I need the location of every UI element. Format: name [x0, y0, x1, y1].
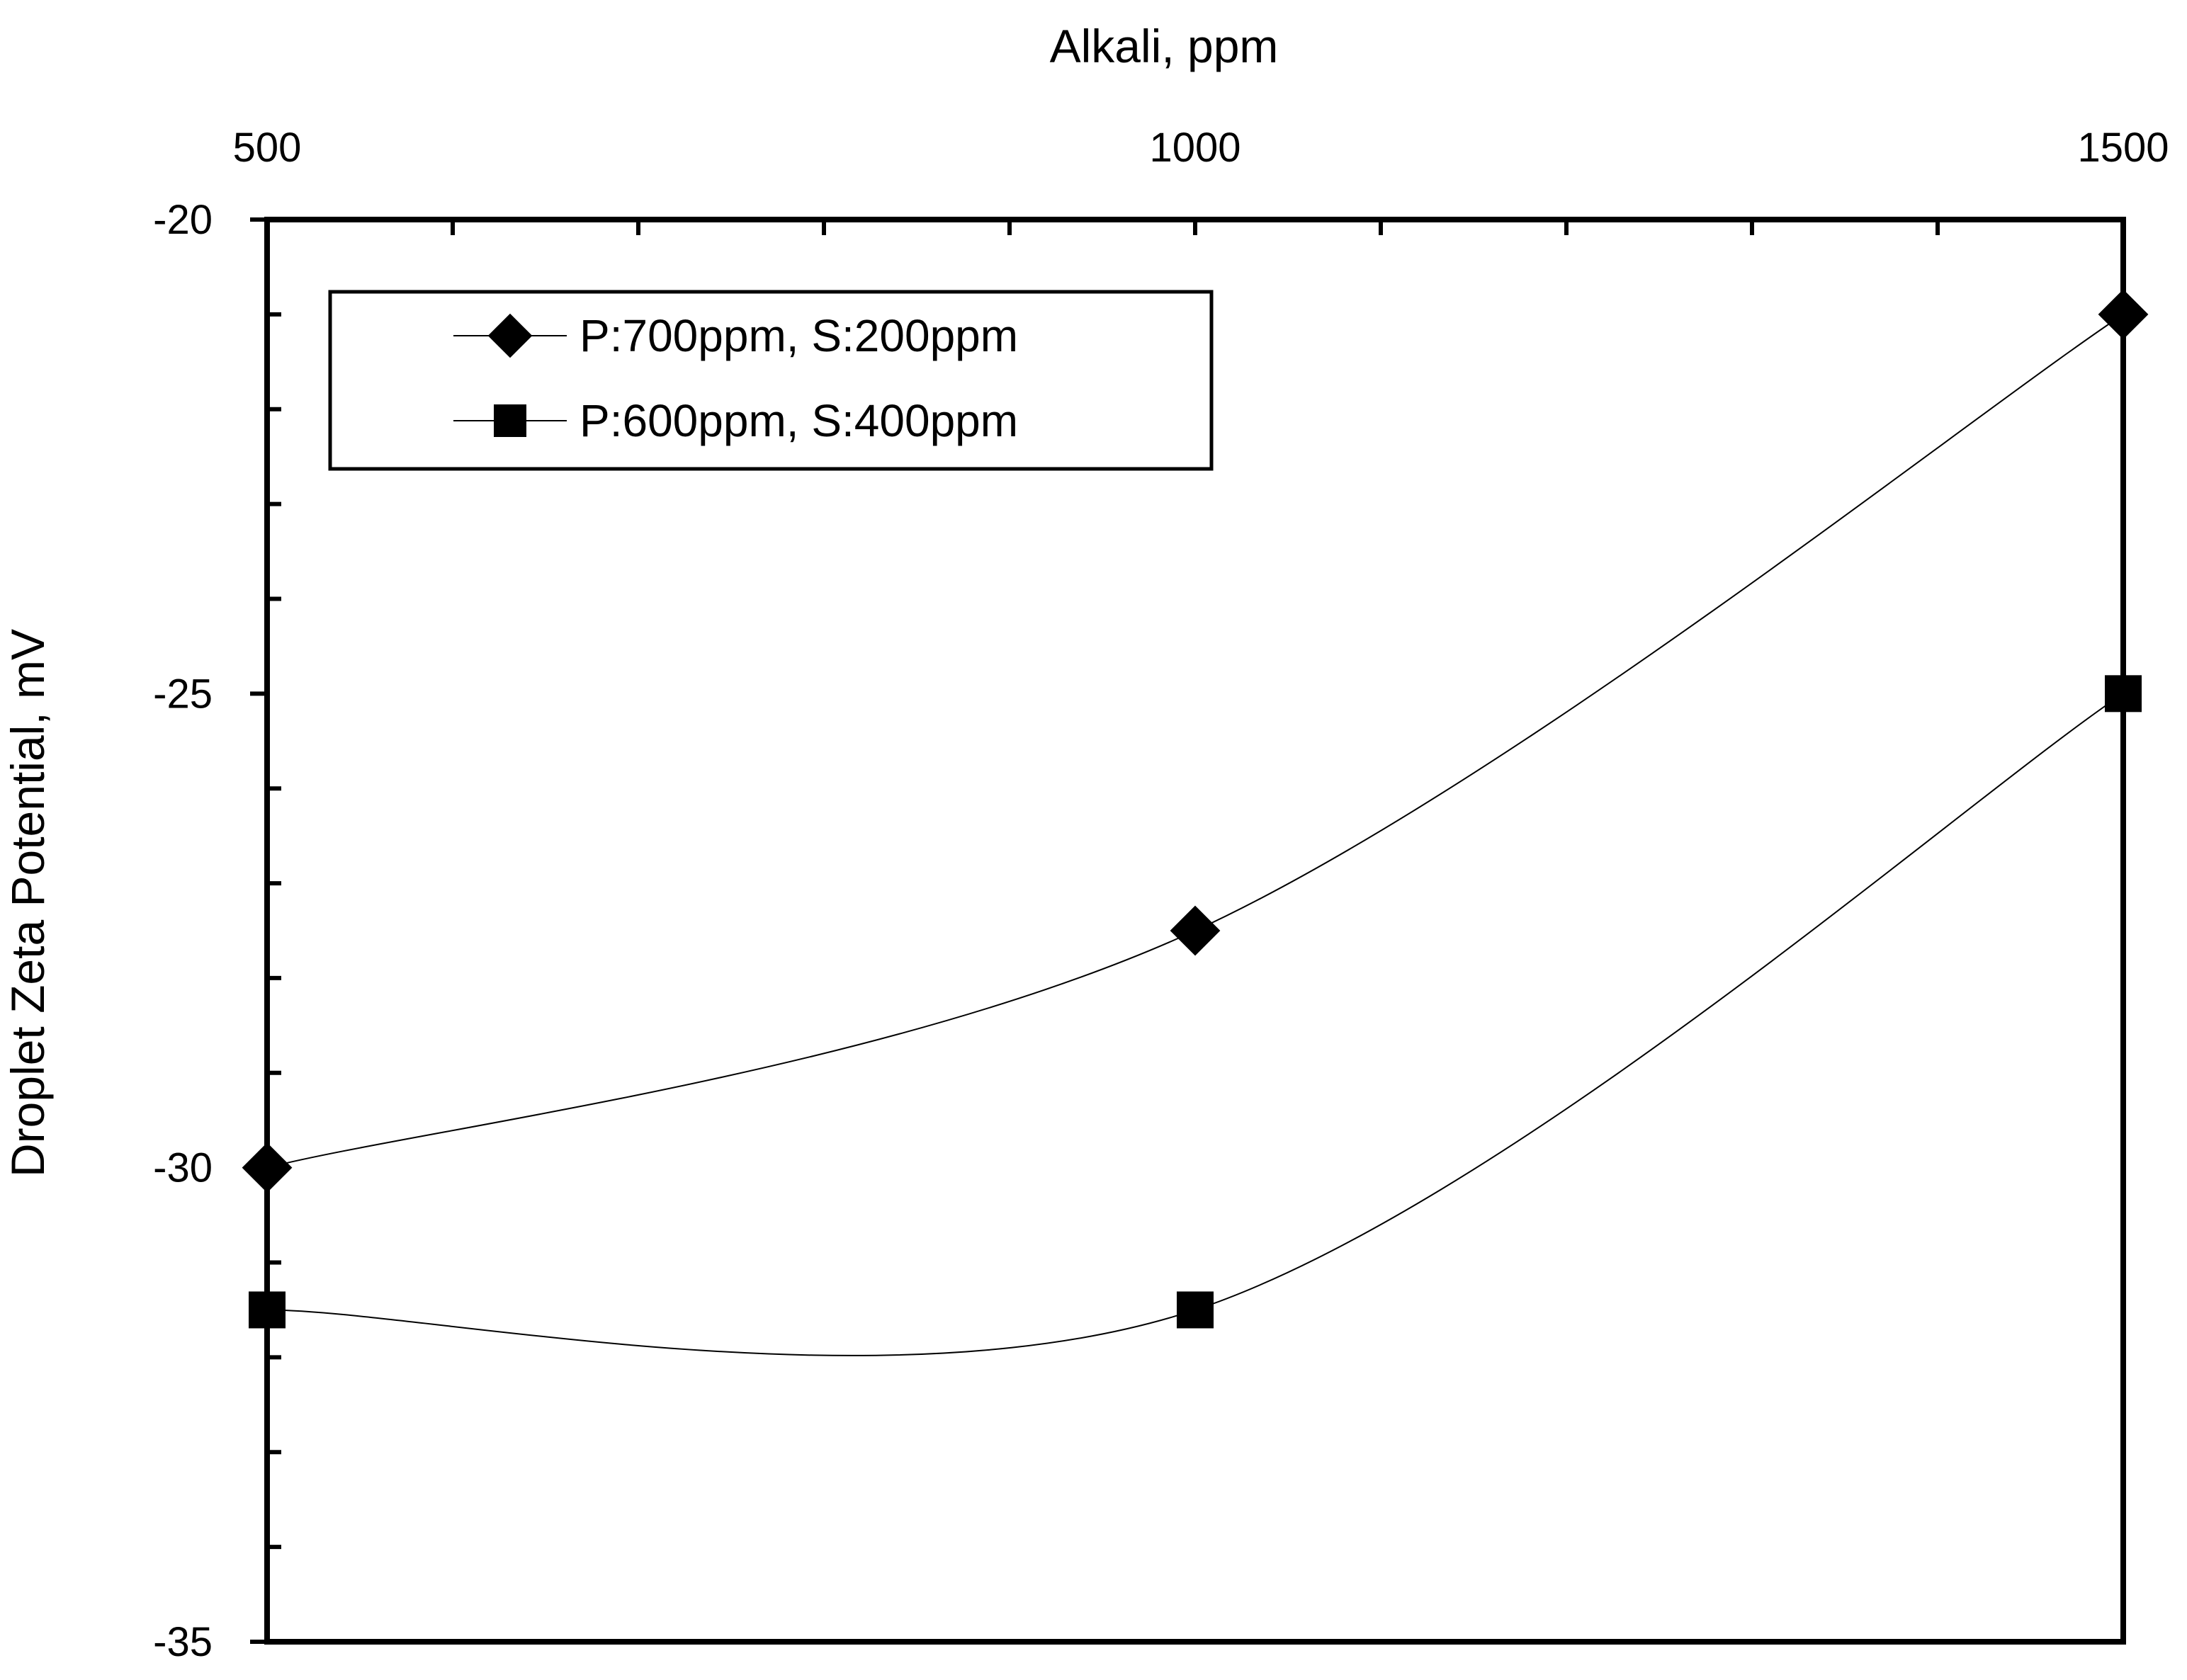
y-tick-label: -35	[153, 1619, 213, 1665]
x-tick-label: 1500	[2077, 125, 2169, 171]
x-tick-label: 1000	[1149, 125, 1241, 171]
y-tick-label: -30	[153, 1145, 213, 1191]
legend-entries: P:700ppm, S:200ppm P:600ppm, S:400ppm	[453, 310, 1018, 446]
legend-box	[328, 290, 1214, 471]
x-axis-ticks: 500 1000 1500	[233, 125, 2169, 235]
data-point	[1177, 1291, 1214, 1329]
legend-label: P:600ppm, S:400ppm	[580, 395, 1018, 446]
series-2	[249, 675, 2142, 1356]
y-axis-ticks: -35 -30 -25 -20	[153, 197, 281, 1665]
y-tick-label: -20	[153, 197, 213, 243]
series-line	[266, 693, 2124, 1356]
legend-label: P:700ppm, S:200ppm	[580, 310, 1018, 361]
x-axis-title: Alkali, ppm	[1050, 20, 1279, 72]
y-tick-label: -25	[153, 671, 213, 717]
legend: P:700ppm, S:200ppm P:600ppm, S:400ppm	[328, 290, 1214, 471]
y-axis-title: Droplet Zeta Potential, mV	[1, 629, 54, 1177]
legend-marker	[487, 313, 533, 358]
legend-marker	[494, 404, 526, 437]
x-tick-label: 500	[233, 125, 302, 171]
data-point	[1170, 905, 1221, 956]
